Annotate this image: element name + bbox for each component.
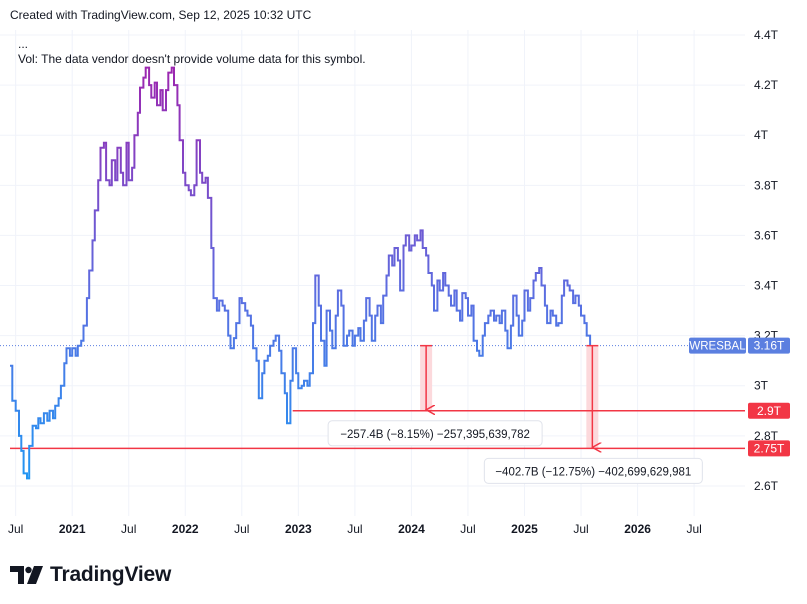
tradingview-logo-icon (10, 566, 43, 584)
brand-name: TradingView (50, 563, 172, 586)
chart-grid (0, 30, 745, 516)
x-tick-label: Jul (347, 522, 362, 536)
y-tick-label: 3.4T (754, 279, 779, 293)
x-tick-label: 2026 (624, 522, 651, 536)
x-axis[interactable]: Jul 2021 Jul 2022 Jul 2023 Jul 2024 Jul 2025 Jul 20… (8, 522, 702, 536)
x-tick-label: 2021 (59, 522, 86, 536)
x-tick-label: 2024 (398, 522, 425, 536)
x-tick-label: 2023 (285, 522, 312, 536)
x-tick-label: 2025 (511, 522, 538, 536)
y-axis[interactable]: 2.6T2.8T3T3.2T3.4T3.6T3.8T4T4.2T4.4TWRES… (689, 28, 790, 493)
y-tick-label: 2.6T (754, 479, 779, 493)
y-tick-label: 2.8T (754, 429, 779, 443)
series-symbol-label[interactable]: WRESBAL (689, 337, 746, 354)
x-tick-label: Jul (8, 522, 23, 536)
measure-info-text: −257.4B (−8.15%) −257,395,639,782 (340, 429, 530, 441)
y-tick-label: 4.4T (754, 28, 779, 42)
series-line[interactable] (10, 66, 592, 480)
x-tick-label: Jul (234, 522, 249, 536)
last-value-price-label[interactable]: 3.16T (748, 337, 790, 354)
x-tick-label: Jul (121, 522, 136, 536)
x-tick-label: Jul (460, 522, 475, 536)
measure-info-box[interactable]: −257.4B (−8.15%) −257,395,639,782 (327, 420, 543, 447)
level-price-text: 2.75T (754, 441, 785, 455)
y-tick-label: 3T (754, 379, 769, 393)
tradingview-brand[interactable]: TradingView (10, 562, 171, 588)
last-value-text: 3.16T (754, 339, 785, 353)
created-with-text: Created with TradingView.com, Sep 12, 20… (10, 8, 312, 22)
x-tick-label: Jul (573, 522, 588, 536)
level-price-text: 2.9T (757, 404, 782, 418)
legend-ellipsis[interactable]: ... (18, 37, 28, 51)
series-symbol-text: WRESBAL (689, 341, 746, 353)
volume-notice: Vol: The data vendor doesn't provide vol… (18, 52, 366, 66)
horizontal-levels[interactable] (10, 410, 745, 450)
x-tick-label: 2022 (172, 522, 199, 536)
y-tick-label: 4.2T (754, 78, 779, 92)
y-tick-label: 3.8T (754, 178, 779, 192)
measure-info-text: −402.7B (−12.75%) −402,699,629,981 (495, 466, 691, 478)
y-tick-label: 4T (754, 128, 769, 142)
measurement-tools[interactable]: −257.4B (−8.15%) −257,395,639,782 −402.7B… (327, 344, 703, 484)
x-tick-label: Jul (686, 522, 701, 536)
measure-info-box[interactable]: −402.7B (−12.75%) −402,699,629,981 (483, 457, 703, 484)
level-price-label[interactable]: 2.75T (748, 440, 790, 457)
y-tick-label: 3.6T (754, 228, 779, 242)
level-price-label[interactable]: 2.9T (748, 402, 790, 419)
